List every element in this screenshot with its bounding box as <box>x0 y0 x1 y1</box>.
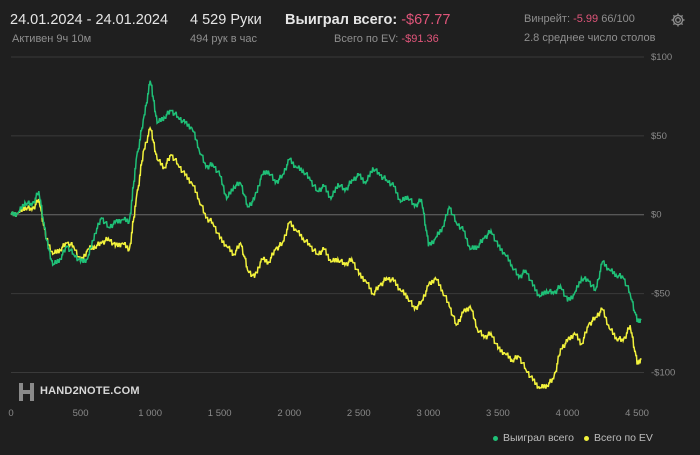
legend-ev-label: Всего по EV <box>594 432 653 444</box>
vinrate: Винрейт: -5.99 66/100 <box>524 13 635 25</box>
avg-tables: 2.8 среднее число столов <box>524 32 656 44</box>
vinrate-suffix: 66/100 <box>601 13 635 25</box>
legend-won-label: Выиграл всего <box>503 432 574 444</box>
legend-ev-dot <box>584 435 589 441</box>
won-series-line <box>10 80 642 324</box>
won-total-label: Выиграл всего: <box>285 12 398 28</box>
stats-header: 24.01.2024 - 24.01.2024 Активен 9ч 10м 4… <box>0 0 700 52</box>
y-tick-label: $100 <box>651 52 672 63</box>
x-tick-label: 4 500 <box>625 408 649 419</box>
x-tick-label: 1 500 <box>208 408 232 419</box>
ev-series-line <box>10 126 642 390</box>
chart-gridlines <box>11 56 644 373</box>
hands-count: 4 529 Руки <box>190 12 262 28</box>
vinrate-value: -5.99 <box>573 13 599 25</box>
y-tick-label: $0 <box>651 210 662 221</box>
gear-icon[interactable] <box>670 12 686 28</box>
x-tick-label: 500 <box>73 408 89 419</box>
x-tick-label: 2 500 <box>347 408 371 419</box>
hand2note-logo-icon <box>19 383 34 401</box>
x-tick-label: 0 <box>8 408 13 419</box>
ev-total-label: Всего по EV: <box>334 33 399 45</box>
x-tick-label: 1 000 <box>138 408 162 419</box>
legend-won-dot <box>493 435 498 441</box>
ev-total: Всего по EV: -$91.36 <box>334 33 439 45</box>
won-total-value: -$67.77 <box>401 12 451 28</box>
x-axis-ticks: 0 500 1 000 1 500 2 000 2 500 3 000 3 500 4 000 4… <box>8 408 649 419</box>
x-tick-label: 3 500 <box>486 408 510 419</box>
date-range: 24.01.2024 - 24.01.2024 <box>10 12 169 28</box>
vinrate-label: Винрейт: <box>524 13 571 25</box>
ev-total-value: -$91.36 <box>401 33 439 45</box>
hands-per-hour: 494 рук в час <box>190 33 258 45</box>
y-tick-label: -$100 <box>651 367 675 378</box>
legend-won[interactable]: Выиграл всего <box>493 432 574 444</box>
y-axis-ticks: $100 $50 $0 -$50 -$100 <box>651 52 675 378</box>
brand-text: HAND2NOTE.COM <box>40 385 140 397</box>
brand-logo: HAND2NOTE.COM <box>18 382 140 402</box>
won-total: Выиграл всего: -$67.77 <box>285 12 450 28</box>
y-tick-label: $50 <box>651 131 667 142</box>
x-tick-label: 2 000 <box>277 408 301 419</box>
x-tick-label: 4 000 <box>556 408 580 419</box>
profit-chart: $100 $50 $0 -$50 -$100 0 500 1 000 1 500 2 000 2 … <box>8 52 675 419</box>
legend-ev[interactable]: Всего по EV <box>584 432 653 444</box>
y-tick-label: -$50 <box>651 289 670 300</box>
active-time: Активен 9ч 10м <box>12 33 92 45</box>
x-tick-label: 3 000 <box>416 408 440 419</box>
